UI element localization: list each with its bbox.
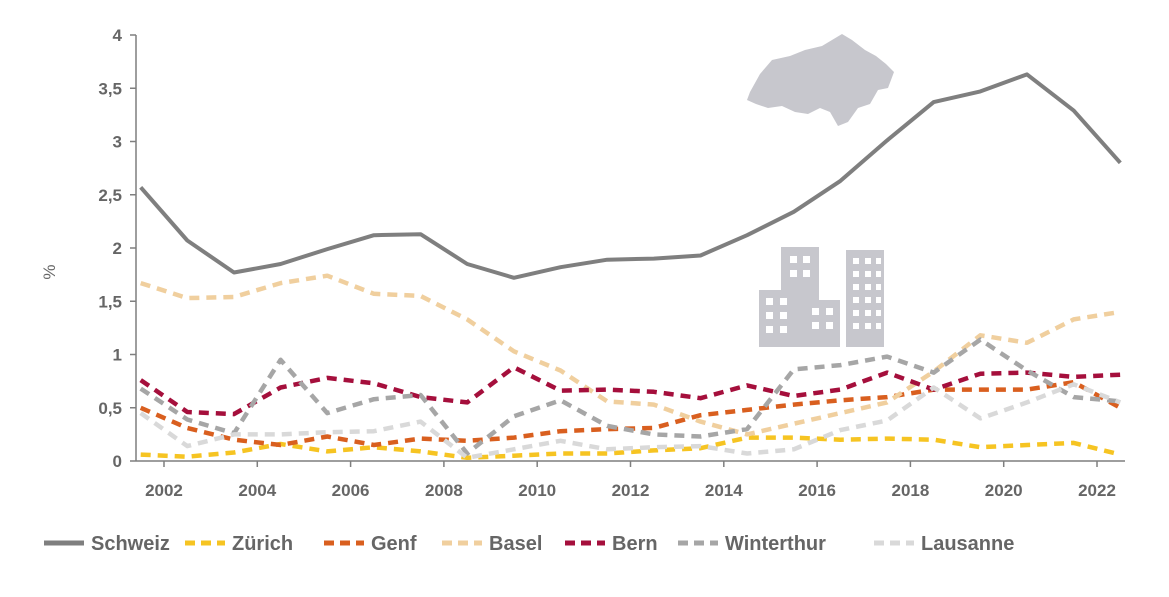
x-tick-label: 2014 [705,481,743,500]
series-line-zrich [140,435,1121,461]
x-tick-label: 2006 [332,481,370,500]
legend-label: Schweiz [91,533,170,555]
y-axis-label: % [40,264,59,279]
y-tick-label: 2 [113,239,122,258]
x-tick-label: 2022 [1078,481,1116,500]
y-tick-label: 3,5 [98,79,122,98]
x-tick-label: 2002 [145,481,183,500]
x-tick-label: 2004 [238,481,276,500]
y-tick-label: 0,5 [98,399,122,418]
series-line-bern [139,365,1121,417]
y-tick-label: 0 [113,452,122,471]
y-tick-label: 1 [113,346,122,365]
legend-label: Zürich [232,533,293,555]
x-tick-label: 2010 [518,481,556,500]
series-line-basel [140,273,1121,437]
x-tick-label: 2016 [798,481,836,500]
y-tick-label: 4 [113,26,123,45]
legend-label: Genf [371,533,417,555]
legend-label: Bern [612,533,658,555]
y-tick-label: 2,5 [98,186,122,205]
legend-label: Basel [489,533,542,555]
switzerland-map-icon [747,34,894,126]
x-tick-label: 2020 [985,481,1023,500]
series-lines [139,72,1122,461]
legend: Schweiz Zürich Genf Basel Bern Winterthur Laus… [44,533,1014,555]
axes [135,35,1125,462]
legend-label: Lausanne [921,533,1014,555]
legend-label: Winterthur [725,533,826,555]
y-tick-labels: 0 0,5 1 1,5 2 2,5 3 3,5 4 [98,26,136,471]
x-tick-label: 2012 [612,481,650,500]
y-tick-label: 1,5 [98,292,122,311]
series-line-winterthur [139,337,1121,456]
x-tick-labels: 2002 2004 2006 2008 2010 2012 2014 2016 2018 2020… [145,461,1116,500]
x-tick-label: 2018 [891,481,929,500]
y-tick-label: 3 [113,133,122,152]
x-tick-label: 2008 [425,481,463,500]
series-line-schweiz [139,72,1122,280]
series-line-lausanne [139,382,1122,461]
buildings-icon [759,247,884,347]
